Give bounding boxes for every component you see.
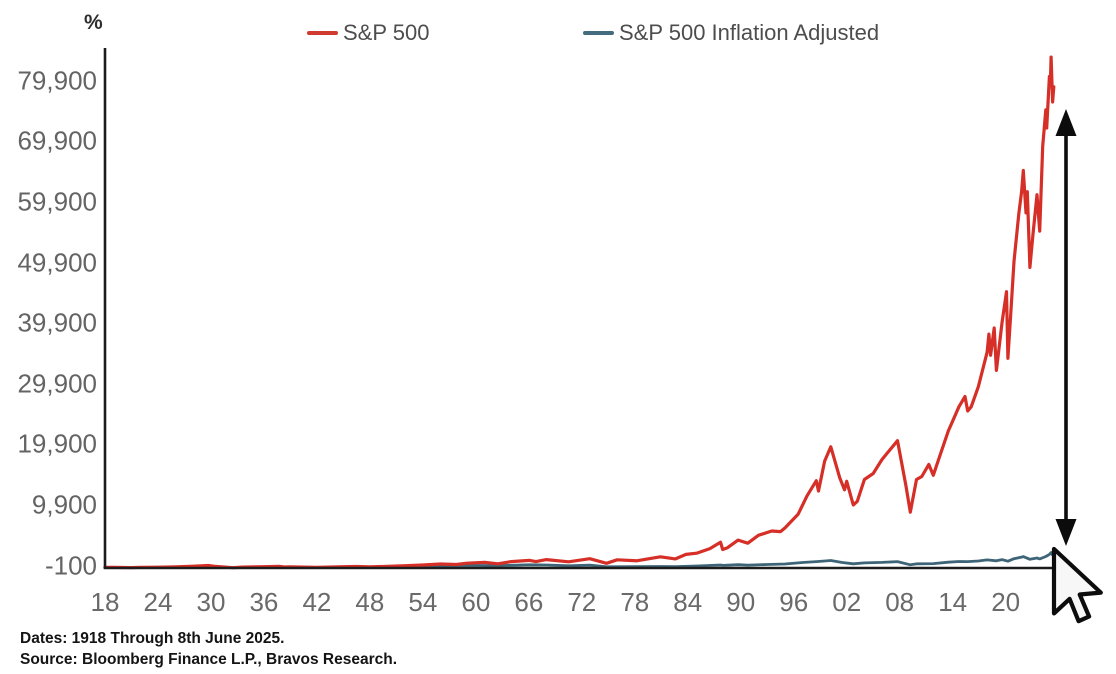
x-tick-label: 72 [567,587,597,617]
series-lines [103,55,1056,570]
x-tick-label: 02 [832,587,862,617]
x-tick-label: 78 [620,587,650,617]
sp500-legend-label: S&P 500 [343,20,430,45]
legend-item-sp500: S&P 500 [307,20,429,46]
sp500-inflation-adjusted-legend-swatch [583,30,614,36]
y-axis-unit-label: % [84,11,103,34]
sp500-inflation-adjusted-legend-label: S&P 500 Inflation Adjusted [619,20,880,45]
y-tick-label: 29,900 [17,368,97,399]
y-tick-label: 9,900 [31,489,97,520]
x-tick-label: 54 [408,587,438,617]
x-tick-label: 14 [938,587,968,617]
x-tick-label: 90 [726,587,756,617]
footer-notes: Dates: 1918 Through 8th June 2025. Sourc… [20,628,397,670]
y-tick-label: -100 [44,550,97,580]
x-tick-label: 18 [90,587,120,617]
axes [103,48,1062,570]
x-tick-label: 42 [302,587,332,617]
footer-dates-line: Dates: 1918 Through 8th June 2025. [20,630,285,647]
y-tick-label: 79,900 [17,65,97,96]
range-arrow [1055,109,1077,546]
y-tick-label: 39,900 [17,307,97,338]
legend-item-sp500-inflation-adjusted: S&P 500 Inflation Adjusted [583,20,879,46]
y-tick-label: 49,900 [17,247,97,277]
x-tick-label: 36 [249,587,279,617]
sp500-legend-swatch [307,30,338,36]
x-tick-label: 08 [885,587,915,617]
footer-source-line: Source: Bloomberg Finance L.P., Bravos R… [20,651,398,668]
x-tick-label: 60 [461,587,491,617]
x-tick-label: 66 [514,587,544,617]
x-tick-label: 20 [991,587,1021,617]
x-tick-label: 48 [355,587,385,617]
x-tick-label: 96 [779,587,809,617]
y-tick-label: 59,900 [17,186,97,217]
series-line-s-p-500 [103,55,1056,570]
y-tick-label: 19,900 [17,428,97,459]
y-tick-label: 69,900 [17,125,97,156]
x-tick-label: 24 [143,587,173,617]
mouse-cursor-icon[interactable] [1051,546,1103,624]
x-tick-label: 84 [673,587,703,617]
x-tick-label: 30 [196,587,226,617]
